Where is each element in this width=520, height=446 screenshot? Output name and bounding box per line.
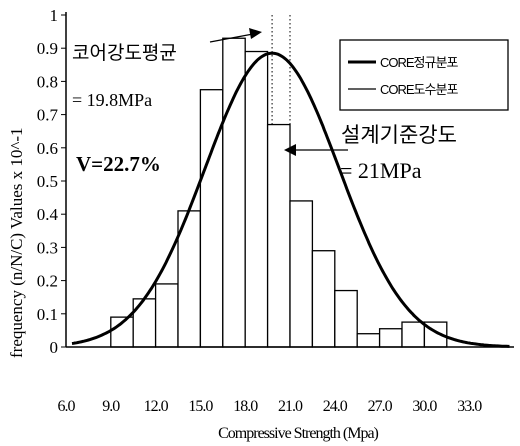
y-tick-label: 0.2 (37, 272, 58, 291)
y-tick-label: 1 (50, 6, 59, 25)
histogram-bar-6 (244, 50, 269, 348)
x-tick-label: 30.0 (412, 398, 437, 415)
histogram-bar-12 (378, 328, 403, 348)
legend-box (339, 39, 509, 111)
y-axis-label: frequency (n/N/C) Values x 10^-1 (7, 128, 26, 359)
annotations: 코어강도평균 = 19.8MPa V=22.7% 설계기준강도 = 21MPa (72, 28, 457, 183)
x-tick-label: 21.0 (278, 398, 303, 415)
histogram-bar-11 (356, 333, 381, 348)
histogram-bar-7 (266, 123, 291, 348)
histogram-bar-10 (334, 289, 358, 348)
histogram-bar-8 (289, 200, 314, 348)
histogram-bar-1 (132, 298, 157, 348)
histogram-bar-2 (154, 283, 179, 348)
y-tick-label: 0 (50, 338, 59, 357)
x-tick-label: 24.0 (323, 398, 348, 415)
design-strength-value: = 21MPa (340, 158, 422, 183)
x-axis-label: Compressive Strength (Mpa) (218, 425, 378, 442)
legend: CORE정규분포 CORE도수분포 (339, 39, 509, 111)
design-arrow-head (284, 144, 296, 156)
y-tick-label: 0.8 (37, 72, 58, 91)
y-tick-label: 0.3 (37, 238, 58, 257)
tick-labels: 0 0.1 0.2 0.3 0.4 0.5 0.6 0.7 0.8 0.9 1 6.0 9.0 12.0 1… (37, 6, 483, 415)
y-tick-label: 0.9 (37, 39, 58, 58)
cv-value: V=22.7% (76, 152, 161, 176)
legend-label-normal: CORE정규분포 (380, 55, 458, 70)
x-tick-label: 9.0 (102, 398, 120, 415)
axes (65, 12, 514, 348)
histogram-bar-9 (311, 250, 336, 348)
y-tick-label: 0.6 (37, 139, 58, 158)
histogram-bar-5 (222, 37, 246, 348)
legend-label-frequency: CORE도수분포 (380, 82, 458, 97)
normal-curve (71, 51, 510, 348)
design-strength-label: 설계기준강도 (341, 124, 457, 147)
x-tick-label: 15.0 (188, 398, 213, 415)
mean-strength-value: = 19.8MPa (72, 90, 152, 110)
y-tick-label: 0.5 (37, 172, 58, 191)
y-tick-label: 0.4 (37, 205, 59, 224)
x-tick-label: 33.0 (457, 398, 482, 415)
y-tick-label: 0.1 (37, 305, 58, 324)
y-tick-label: 0.7 (37, 106, 59, 125)
mean-arrow (209, 33, 254, 43)
x-tick-label: 27.0 (368, 398, 393, 415)
histogram-bar-13 (401, 321, 426, 348)
x-tick-label: 12.0 (144, 398, 169, 415)
x-tick-label: 18.0 (233, 398, 258, 415)
mean-arrow-head (249, 28, 262, 39)
x-tick-label: 6.0 (58, 398, 76, 415)
mean-strength-label: 코어강도평균 (72, 42, 177, 64)
